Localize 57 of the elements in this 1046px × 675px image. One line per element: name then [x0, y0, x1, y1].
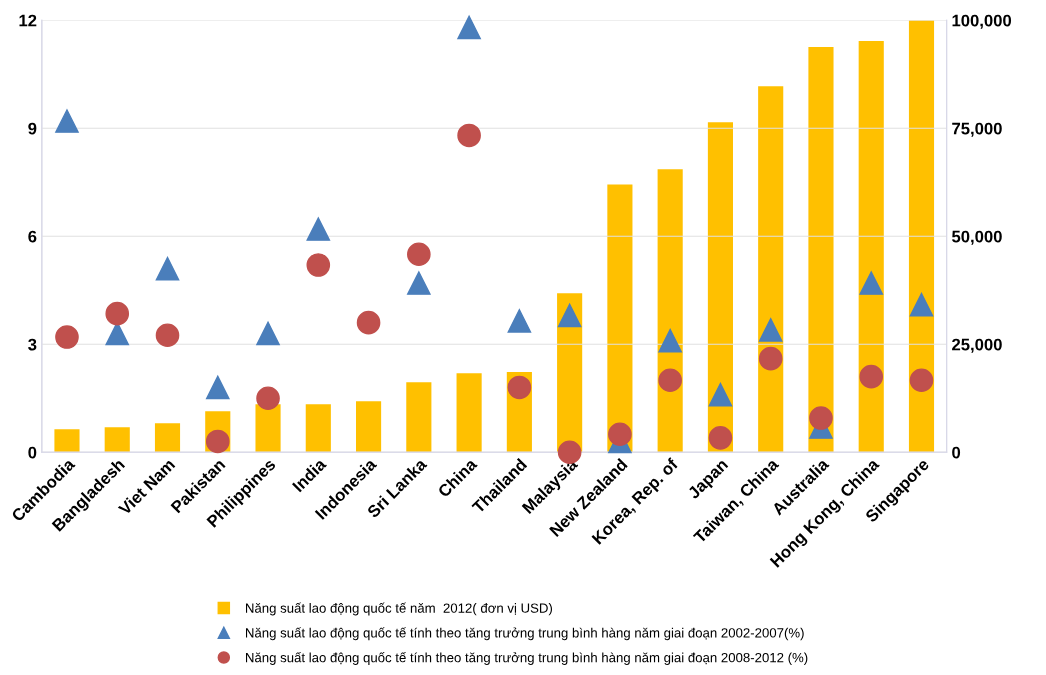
point — [859, 364, 884, 389]
y-tick-label: 3 — [28, 338, 37, 351]
point — [205, 375, 230, 400]
y2-tick-label: 0 — [952, 446, 961, 459]
point — [758, 346, 783, 371]
point — [256, 321, 280, 346]
point — [557, 303, 582, 328]
point — [507, 375, 532, 400]
y-tick-label: 0 — [28, 446, 37, 459]
bar — [456, 373, 482, 453]
point — [909, 368, 934, 393]
bar — [607, 184, 633, 453]
point — [457, 123, 481, 148]
y2-tick-label: 75,000 — [952, 122, 1002, 137]
bar — [255, 404, 281, 453]
point — [155, 323, 180, 348]
point — [155, 256, 180, 281]
point — [457, 15, 481, 40]
legend-label: Năng suất lao động quốc tế tính theo tăng trưởng trung bình hàng năm giai đoạn 2002-2007(%) — [246, 627, 804, 641]
legend-label: Năng suất lao động quốc tế tính theo tăng trưởng trung bình hàng năm giai đoạn 2008-2012 (%) — [246, 652, 808, 665]
y2-tick-label: 100,000 — [952, 14, 1012, 29]
point — [256, 386, 280, 411]
point — [306, 217, 331, 241]
point — [105, 301, 130, 326]
point — [55, 109, 79, 133]
bar — [305, 404, 331, 453]
bar — [54, 429, 80, 453]
bar — [356, 401, 382, 453]
bar — [406, 382, 432, 453]
bar — [908, 20, 935, 453]
y2-tick-label: 50,000 — [952, 230, 1002, 245]
point — [608, 422, 632, 447]
point — [407, 271, 431, 295]
point — [407, 242, 431, 267]
point — [708, 426, 733, 450]
point — [356, 310, 381, 335]
point — [758, 318, 783, 342]
bar — [858, 40, 884, 453]
y-tick-label: 9 — [28, 122, 37, 135]
point — [658, 368, 682, 393]
bar — [154, 423, 181, 453]
point — [859, 271, 884, 295]
point — [708, 382, 733, 407]
y-tick-label: 12 — [19, 14, 37, 27]
legend-label: Năng suất lao động quốc tế năm 2012( đơn vị USD) — [246, 602, 553, 616]
y-tick-label: 6 — [28, 230, 37, 243]
point — [809, 406, 833, 430]
bar — [707, 122, 733, 453]
bar — [808, 47, 834, 453]
point — [658, 328, 682, 353]
point — [909, 292, 934, 317]
y2-tick-label: 25,000 — [952, 338, 1002, 353]
point — [507, 309, 532, 333]
point — [306, 253, 331, 277]
bar — [758, 86, 784, 453]
bar — [104, 427, 130, 453]
point — [55, 325, 79, 349]
